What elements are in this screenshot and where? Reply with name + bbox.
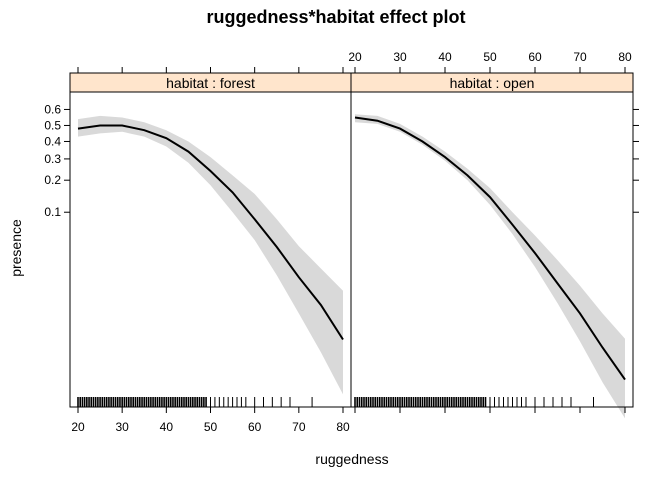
panels: habitat : forest habitat : open	[69, 72, 634, 419]
fit-line	[77, 124, 344, 341]
y-tick-label: 0.6	[44, 102, 61, 116]
x-tick-label: 30	[393, 50, 407, 64]
chart-title: ruggedness*habitat effect plot	[206, 7, 465, 27]
confidence-band	[355, 114, 625, 419]
rug	[354, 397, 594, 407]
x-tick-label: 60	[528, 50, 542, 64]
x-tick-label: 80	[336, 420, 350, 434]
x-tick-label: 20	[71, 420, 85, 434]
y-tick-label: 0.1	[44, 205, 61, 219]
strip-label: habitat : forest	[166, 75, 255, 91]
panel-border	[350, 91, 634, 408]
confidence-band	[78, 115, 343, 395]
x-tick-label: 20	[348, 50, 362, 64]
x-tick-label: 80	[618, 50, 632, 64]
panel-open: habitat : open	[350, 72, 634, 419]
y-tick-label: 0.4	[44, 134, 61, 148]
x-tick-label: 30	[115, 420, 129, 434]
x-tick-label: 50	[204, 420, 218, 434]
panel-forest: habitat : forest	[69, 72, 352, 408]
fit-line	[354, 116, 626, 381]
rug	[77, 397, 313, 407]
x-tick-label: 60	[248, 420, 262, 434]
strip-label: habitat : open	[450, 75, 535, 91]
y-tick-label: 0.3	[44, 152, 61, 166]
x-tick-label: 40	[160, 420, 174, 434]
x-tick-label: 50	[483, 50, 497, 64]
y-tick-label: 0.5	[44, 118, 61, 132]
x-tick-label: 70	[292, 420, 306, 434]
axes: 20 30 40 50 60 70 80 20 30 40 50 60 70 80 0.1 0.2 0.3 0.4…	[44, 50, 639, 434]
panel-border	[69, 91, 352, 408]
y-axis-label: presence	[8, 219, 24, 277]
x-tick-label: 40	[438, 50, 452, 64]
x-tick-label: 70	[573, 50, 587, 64]
x-axis-label: ruggedness	[315, 451, 388, 467]
y-tick-label: 0.2	[44, 173, 61, 187]
